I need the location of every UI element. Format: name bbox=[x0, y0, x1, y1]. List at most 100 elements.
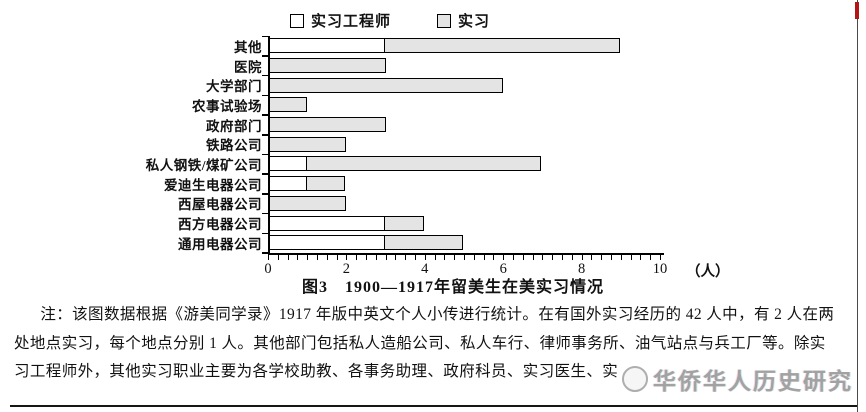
bar-stack bbox=[268, 156, 542, 172]
category-label: 通用电器公司 bbox=[178, 236, 262, 252]
x-axis-tick bbox=[424, 254, 426, 260]
bar-stack bbox=[268, 215, 424, 231]
x-axis-tick bbox=[552, 254, 554, 260]
category-label: 政府部门 bbox=[206, 118, 262, 134]
legend-item-engineer: 实习工程师 bbox=[290, 10, 391, 31]
x-axis-tick bbox=[336, 254, 338, 260]
x-axis-tick bbox=[473, 254, 475, 260]
figure-caption: 图3 1900—1917年留美生在美实习情况 bbox=[301, 279, 604, 296]
x-axis-tick bbox=[277, 254, 279, 260]
y-axis-tick bbox=[262, 232, 268, 234]
chart-plot-area: 其他 医院 大学部门 农事试验场 政府部门 铁路公司 私人钢铁/煤矿公司 爱迪生电器公司 西屋电… bbox=[10, 35, 730, 280]
x-axis-tick bbox=[326, 254, 328, 260]
y-axis-tick bbox=[262, 55, 268, 57]
bar-segment-intern bbox=[306, 176, 346, 192]
bar-chart: 其他 医院 大学部门 农事试验场 政府部门 铁路公司 私人钢铁/煤矿公司 爱迪生电器公司 西屋电… bbox=[10, 35, 730, 280]
x-axis-tick bbox=[366, 254, 367, 260]
bar-segment-intern bbox=[306, 156, 542, 172]
bar-row: 西屋电器公司 bbox=[10, 194, 620, 214]
x-axis-tick bbox=[307, 254, 309, 260]
note-line: 处地点实习，每个地点分别 1 人。其他部门包括私人造船公司、私人车行、律师事务所… bbox=[14, 334, 826, 352]
x-tick-label: 4 bbox=[421, 260, 429, 277]
bar-segment-engineer bbox=[268, 156, 308, 172]
x-axis-tick bbox=[571, 254, 573, 260]
legend-item-intern: 实习 bbox=[437, 10, 490, 31]
x-tick-label: 0 bbox=[264, 260, 272, 277]
x-tick-label: 8 bbox=[577, 260, 586, 277]
x-axis-tick bbox=[532, 254, 534, 260]
x-axis-tick bbox=[513, 254, 514, 260]
x-axis-tick bbox=[346, 254, 348, 260]
bar-row: 其他 bbox=[10, 36, 620, 56]
y-axis-tick bbox=[262, 153, 268, 156]
chart-legend: 实习工程师 实习 bbox=[290, 10, 490, 31]
x-axis-tick bbox=[581, 254, 583, 260]
category-label: 农事试验场 bbox=[192, 98, 262, 114]
x-axis-tick bbox=[483, 254, 485, 260]
x-axis-line: 0 2 4 6 8 10 （人） bbox=[264, 252, 730, 280]
x-axis-tick bbox=[385, 254, 387, 260]
bar-segment-intern bbox=[384, 215, 424, 231]
legend-label-engineer: 实习工程师 bbox=[311, 14, 392, 30]
x-axis-tick bbox=[434, 254, 436, 260]
bar-stack bbox=[268, 117, 386, 133]
category-label: 大学部门 bbox=[206, 79, 262, 95]
bar-row: 西方电器公司 bbox=[10, 213, 620, 233]
bar-stack bbox=[268, 97, 308, 113]
x-axis-tick bbox=[493, 254, 495, 260]
bar-row: 农事试验场 bbox=[10, 95, 620, 115]
x-axis-tick bbox=[356, 254, 358, 260]
note-line: 习工程师外，其他实习职业主要为各学校助教、各事务助理、政府科员、实习医生、实 bbox=[14, 363, 619, 380]
bar-segment-intern bbox=[268, 77, 504, 93]
bar-stack bbox=[268, 235, 463, 251]
category-label: 西方电器公司 bbox=[178, 217, 262, 233]
y-axis-line bbox=[268, 36, 270, 253]
x-axis-tick bbox=[630, 254, 632, 260]
bar-stack bbox=[268, 38, 620, 54]
x-axis-tick bbox=[640, 254, 642, 260]
x-axis-tick bbox=[444, 254, 446, 260]
y-axis-tick bbox=[262, 94, 268, 97]
x-axis-tick bbox=[464, 254, 465, 260]
bar-row: 私人钢铁/煤矿公司 bbox=[10, 154, 620, 174]
x-axis-tick bbox=[503, 254, 505, 260]
bar-segment-intern bbox=[268, 117, 386, 133]
x-axis-tick bbox=[297, 254, 299, 260]
y-axis-tick bbox=[262, 252, 268, 254]
x-axis-tick bbox=[562, 254, 563, 260]
x-axis-tick bbox=[375, 254, 377, 260]
x-axis-tick bbox=[454, 254, 456, 260]
bar-segment-intern bbox=[268, 136, 347, 152]
y-axis-tick bbox=[262, 173, 268, 175]
bar-segment-intern bbox=[384, 38, 620, 54]
page-right-rule bbox=[856, 0, 858, 412]
y-axis-tick bbox=[262, 35, 268, 37]
bar-segment-intern bbox=[268, 58, 386, 74]
category-label: 私人钢铁/煤矿公司 bbox=[145, 157, 262, 173]
x-axis-tick bbox=[542, 254, 544, 260]
category-label: 爱迪生电器公司 bbox=[164, 177, 262, 193]
category-label: 其他 bbox=[234, 39, 262, 55]
figure-note: 注：该图数据根据《游美同学录》1917 年版中英文个人小传进行统计。在有国外实习… bbox=[14, 301, 856, 387]
x-axis-tick bbox=[287, 254, 289, 260]
bar-row: 爱迪生电器公司 bbox=[10, 174, 620, 194]
y-axis-tick bbox=[262, 134, 268, 136]
bar-row: 通用电器公司 bbox=[10, 233, 620, 253]
legend-swatch-engineer-icon bbox=[290, 13, 304, 28]
bar-stack bbox=[268, 136, 347, 152]
bar-row: 政府部门 bbox=[10, 115, 620, 135]
x-axis-tick bbox=[405, 254, 407, 260]
bar-row: 医院 bbox=[10, 56, 620, 76]
bar-stack bbox=[268, 58, 386, 74]
legend-swatch-intern-icon bbox=[437, 13, 452, 28]
bar-segment-engineer bbox=[268, 38, 386, 54]
x-axis-tick bbox=[611, 254, 612, 260]
bar-segment-engineer bbox=[268, 235, 386, 251]
x-tick-label: 10 bbox=[652, 260, 668, 277]
x-axis-tick bbox=[415, 254, 416, 260]
x-tick-label: 6 bbox=[499, 260, 507, 277]
x-axis-tick bbox=[660, 254, 661, 260]
category-label: 西屋电器公司 bbox=[178, 197, 262, 213]
bar-stack bbox=[268, 77, 504, 93]
